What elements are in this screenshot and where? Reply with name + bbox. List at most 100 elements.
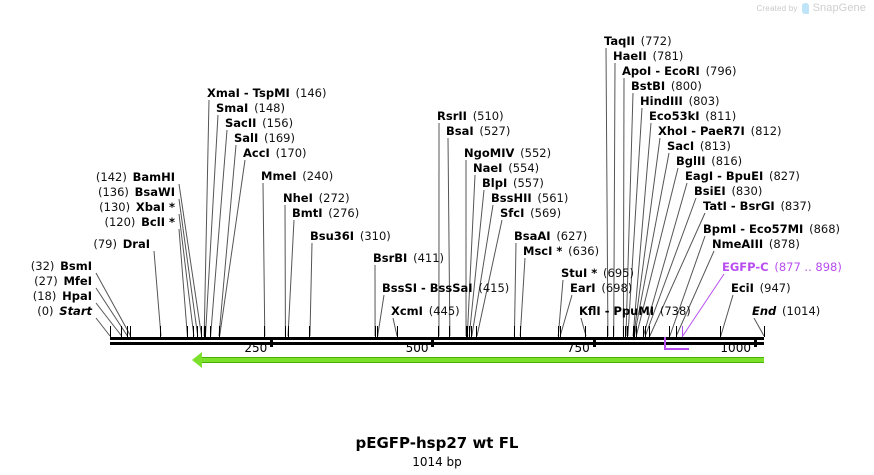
leader-line: [720, 294, 734, 337]
leader-line: [95, 317, 111, 337]
enzyme-label[interactable]: BsiEI (830): [694, 185, 762, 197]
restriction-site-tick: [513, 326, 515, 337]
enzyme-label[interactable]: (27) MfeI: [34, 275, 92, 287]
enzyme-name: AccI: [243, 146, 270, 160]
restriction-site-tick: [160, 326, 162, 337]
enzyme-label[interactable]: BssSI - BssSaI (415): [382, 282, 509, 294]
enzyme-label[interactable]: (130) XbaI *: [99, 201, 175, 213]
leader-line: [262, 182, 266, 337]
enzyme-name: NgoMIV: [464, 146, 515, 160]
enzyme-position: (310): [359, 229, 391, 243]
enzyme-label[interactable]: SfcI (569): [500, 207, 561, 219]
snapgene-brand-text: SnapGene: [812, 2, 866, 14]
enzyme-position: (781): [652, 49, 684, 63]
leader-line: [178, 228, 188, 337]
enzyme-label[interactable]: EagI - BpuEI (827): [685, 170, 800, 182]
enzyme-label[interactable]: NgoMIV (552): [464, 147, 551, 159]
leader-line: [466, 174, 476, 337]
enzyme-position: (772): [640, 34, 672, 48]
restriction-site-tick: [438, 326, 440, 337]
enzyme-label[interactable]: (0) Start: [37, 305, 92, 317]
enzyme-name: BstBI: [631, 79, 666, 93]
enzyme-name: NmeAIII: [712, 237, 764, 251]
enzyme-label[interactable]: EciI (947): [731, 282, 791, 294]
enzyme-name: XbaI *: [135, 200, 175, 214]
enzyme-label[interactable]: (142) BamHI: [96, 171, 175, 183]
enzyme-name: MmeI: [261, 169, 297, 183]
enzyme-label[interactable]: BlpI (557): [482, 177, 544, 189]
enzyme-label[interactable]: Bsu36I (310): [310, 230, 391, 242]
enzyme-position: (272): [318, 191, 350, 205]
restriction-site-tick: [203, 326, 205, 337]
enzyme-label[interactable]: (32) BsmI: [31, 260, 92, 272]
enzyme-label[interactable]: TaqII (772): [604, 35, 672, 47]
restriction-site-tick: [284, 326, 286, 337]
enzyme-label[interactable]: (18) HpaI: [33, 290, 92, 302]
leader-line: [753, 317, 765, 337]
enzyme-position: (170): [275, 146, 307, 160]
enzyme-label[interactable]: MmeI (240): [261, 170, 333, 182]
enzyme-name: SfcI: [500, 206, 525, 220]
enzyme-label[interactable]: ApoI - EcoRI (796): [622, 65, 737, 77]
enzyme-label[interactable]: NheI (272): [283, 192, 350, 204]
enzyme-label[interactable]: (136) BsaWI: [98, 186, 175, 198]
enzyme-name: EGFP-C: [722, 260, 769, 274]
enzyme-label[interactable]: SacI (813): [667, 140, 731, 152]
enzyme-name: BsmI: [60, 259, 92, 273]
enzyme-position: (156): [262, 116, 294, 130]
enzyme-label[interactable]: BpmI - Eco57MI (868): [703, 223, 840, 235]
credit-prefix-text: Created by: [756, 3, 798, 13]
egfp-c-bracket[interactable]: [663, 337, 690, 350]
enzyme-position: (411): [413, 251, 445, 265]
enzyme-label[interactable]: KflI - PpuMI (738): [579, 305, 691, 317]
enzyme-label[interactable]: EGFP-C (877 .. 898): [722, 261, 842, 273]
enzyme-label[interactable]: BstBI (800): [631, 80, 702, 92]
restriction-site-tick: [559, 326, 561, 337]
enzyme-position: (557): [512, 176, 544, 190]
enzyme-name: BmtI: [292, 206, 323, 220]
enzyme-label[interactable]: AccI (170): [243, 147, 307, 159]
enzyme-label[interactable]: BmtI (276): [292, 207, 359, 219]
enzyme-label[interactable]: NaeI (554): [473, 162, 539, 174]
enzyme-label[interactable]: BsaI (527): [446, 125, 510, 137]
restriction-site-tick: [633, 326, 635, 337]
enzyme-position: (276): [328, 206, 360, 220]
enzyme-label[interactable]: HindIII (803): [640, 95, 720, 107]
restriction-site-tick: [627, 326, 629, 337]
enzyme-label[interactable]: XhoI - PaeR7I (812): [658, 125, 782, 137]
enzyme-label[interactable]: NmeAIII (878): [712, 238, 800, 250]
enzyme-label[interactable]: BssHII (561): [491, 192, 568, 204]
ruler-label: 1000: [720, 341, 751, 355]
enzyme-label[interactable]: BsaAI (627): [514, 230, 587, 242]
enzyme-label[interactable]: XmaI - TspMI (146): [207, 87, 326, 99]
enzyme-label[interactable]: BglII (816): [676, 155, 742, 167]
enzyme-label[interactable]: HaeII (781): [613, 50, 683, 62]
leader-line: [95, 287, 128, 337]
leader-line: [559, 294, 573, 337]
enzyme-label[interactable]: Eco53kI (811): [649, 110, 736, 122]
enzyme-position: (1014): [782, 304, 821, 318]
enzyme-label[interactable]: StuI * (695): [561, 267, 634, 279]
leader-line: [210, 129, 228, 337]
enzyme-label[interactable]: (79) DraI: [93, 238, 150, 250]
enzyme-label[interactable]: (120) BclI *: [104, 216, 175, 228]
enzyme-label[interactable]: SalI (169): [234, 132, 295, 144]
enzyme-label[interactable]: MscI * (636): [523, 245, 599, 257]
enzyme-label[interactable]: XcmI (445): [391, 305, 460, 317]
enzyme-label[interactable]: End (1014): [752, 305, 820, 317]
enzyme-label[interactable]: RsrII (510): [437, 110, 504, 122]
enzyme-position: (947): [759, 281, 791, 295]
enzyme-label[interactable]: TatI - BsrGI (837): [703, 200, 811, 212]
enzyme-name: BsiEI: [694, 184, 726, 198]
leader-line: [178, 183, 203, 337]
enzyme-label[interactable]: EarI (698): [570, 282, 632, 294]
enzyme-label[interactable]: BsrBI (411): [373, 252, 444, 264]
enzyme-position: (554): [508, 161, 540, 175]
enzyme-position: (811): [705, 109, 737, 123]
enzyme-label[interactable]: SacII (156): [225, 117, 293, 129]
enzyme-label[interactable]: SmaI (148): [216, 102, 285, 114]
enzyme-name: SacI: [667, 139, 695, 153]
restriction-site-tick: [675, 326, 677, 337]
enzyme-name: SalI: [234, 131, 259, 145]
enzyme-name: ApoI - EcoRI: [622, 64, 700, 78]
